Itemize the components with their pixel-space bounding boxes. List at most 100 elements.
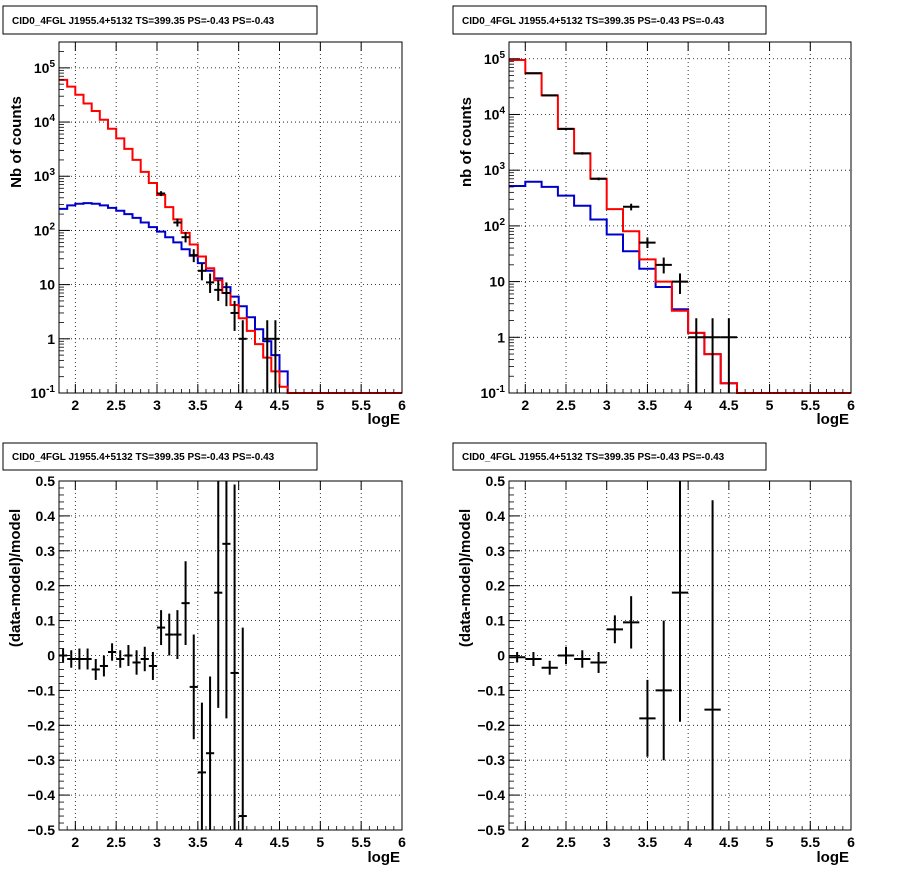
y-tick-label: 1 bbox=[497, 329, 505, 345]
data-point bbox=[83, 648, 92, 670]
panel-title: CID0_4FGL J1955.4+5132 TS=399.35 PS=-0.4… bbox=[12, 16, 275, 27]
data-point bbox=[671, 481, 689, 722]
data-point bbox=[541, 660, 558, 675]
data-point bbox=[222, 481, 231, 719]
data-point bbox=[206, 676, 215, 830]
total-model-histogram bbox=[59, 78, 402, 394]
x-tick-label: 4.5 bbox=[270, 834, 290, 850]
data-point bbox=[108, 643, 117, 661]
y-tick-label: 1 bbox=[47, 331, 55, 347]
x-tick-label: 5.5 bbox=[801, 397, 821, 413]
x-tick-label: 6 bbox=[398, 834, 406, 850]
y-tick-label: −0.3 bbox=[27, 752, 55, 768]
data-point bbox=[557, 646, 575, 665]
y-axis-label: (data-model)/model bbox=[7, 509, 24, 647]
y-tick-label: 105 bbox=[34, 59, 56, 76]
data-point bbox=[189, 634, 198, 740]
plot-frame bbox=[58, 480, 403, 831]
y-tick-label: 0.2 bbox=[36, 578, 56, 594]
y-tick-label: 10 bbox=[489, 274, 505, 290]
data-point bbox=[590, 652, 607, 673]
x-tick-label: 6 bbox=[847, 834, 855, 850]
x-tick-label: 4 bbox=[235, 397, 243, 413]
data-point bbox=[91, 658, 100, 680]
x-tick-label: 2 bbox=[71, 397, 79, 413]
y-tick-label: 0.5 bbox=[486, 473, 506, 489]
y-tick-label: 0.4 bbox=[486, 508, 506, 524]
title-box bbox=[2, 442, 318, 471]
data-point bbox=[230, 484, 239, 830]
x-tick-label: 3.5 bbox=[638, 397, 658, 413]
y-tick-label: −0.4 bbox=[477, 787, 505, 803]
data-point bbox=[132, 650, 141, 675]
data-point bbox=[67, 650, 76, 668]
data-point bbox=[197, 263, 206, 281]
data-point bbox=[704, 318, 721, 393]
x-tick-label: 2 bbox=[521, 834, 529, 850]
data-point bbox=[623, 596, 640, 649]
total-model-histogram bbox=[509, 59, 851, 394]
y-tick-label: 105 bbox=[484, 50, 506, 67]
data-point bbox=[173, 610, 182, 659]
x-tick-label: 3.5 bbox=[188, 397, 208, 413]
data-point bbox=[75, 648, 84, 670]
data-point bbox=[671, 273, 689, 294]
data-point bbox=[173, 218, 182, 227]
y-tick-label: 0.1 bbox=[36, 613, 56, 629]
x-tick-label: 5 bbox=[766, 834, 774, 850]
data-point bbox=[688, 318, 705, 393]
y-tick-label: 0.4 bbox=[36, 508, 56, 524]
x-axis-label: logE bbox=[368, 849, 401, 866]
data-point bbox=[181, 232, 190, 243]
y-tick-label: −0.1 bbox=[477, 682, 505, 698]
data-point bbox=[165, 613, 174, 656]
y-tick-label: 103 bbox=[34, 167, 56, 184]
x-axis-label: logE bbox=[368, 411, 401, 428]
data-point bbox=[720, 318, 737, 393]
panel-title: CID0_4FGL J1955.4+5132 TS=399.35 PS=-0.4… bbox=[462, 452, 725, 463]
data-point bbox=[271, 320, 280, 393]
y-tick-label: 104 bbox=[484, 105, 506, 122]
x-tick-label: 5.5 bbox=[801, 834, 821, 850]
plot-frame bbox=[508, 480, 852, 831]
x-tick-label: 4 bbox=[684, 834, 692, 850]
data-point bbox=[639, 237, 656, 249]
x-tick-label: 3 bbox=[603, 397, 611, 413]
data-point bbox=[214, 481, 223, 708]
x-tick-label: 4 bbox=[684, 397, 692, 413]
data-point bbox=[222, 282, 231, 307]
data-point bbox=[140, 646, 149, 672]
y-tick-label: −0.5 bbox=[27, 822, 55, 838]
y-tick-label: 10-1 bbox=[31, 384, 56, 401]
data-point bbox=[574, 650, 591, 668]
data-point bbox=[197, 702, 206, 830]
y-tick-label: 0 bbox=[497, 648, 505, 664]
x-tick-label: 3 bbox=[153, 397, 161, 413]
data-point bbox=[541, 94, 558, 97]
data-point bbox=[557, 127, 575, 130]
y-tick-label: −0.4 bbox=[27, 787, 55, 803]
y-tick-label: 103 bbox=[484, 161, 506, 178]
x-tick-label: 2.5 bbox=[556, 397, 576, 413]
data-point bbox=[157, 610, 166, 646]
x-tick-label: 3.5 bbox=[188, 834, 208, 850]
x-axis-label: logE bbox=[817, 849, 850, 866]
data-point bbox=[525, 652, 542, 666]
y-tick-label: 10-1 bbox=[481, 384, 506, 401]
data-point bbox=[99, 655, 108, 677]
y-tick-label: −0.1 bbox=[27, 682, 55, 698]
y-axis-label: Nb of counts bbox=[8, 96, 25, 188]
x-tick-label: 5 bbox=[316, 397, 324, 413]
x-tick-label: 3 bbox=[153, 834, 161, 850]
x-tick-label: 6 bbox=[847, 397, 855, 413]
data-point bbox=[148, 652, 157, 680]
panel-counts-left: CID0_4FGL J1955.4+5132 TS=399.35 PS=-0.4… bbox=[2, 5, 406, 428]
data-point bbox=[525, 72, 542, 75]
x-tick-label: 4 bbox=[235, 834, 243, 850]
data-point bbox=[509, 652, 526, 663]
y-tick-label: 0.2 bbox=[486, 578, 506, 594]
y-tick-label: −0.3 bbox=[477, 752, 505, 768]
x-tick-label: 3.5 bbox=[638, 834, 658, 850]
plot-frame bbox=[58, 41, 403, 394]
x-tick-label: 2.5 bbox=[106, 397, 126, 413]
